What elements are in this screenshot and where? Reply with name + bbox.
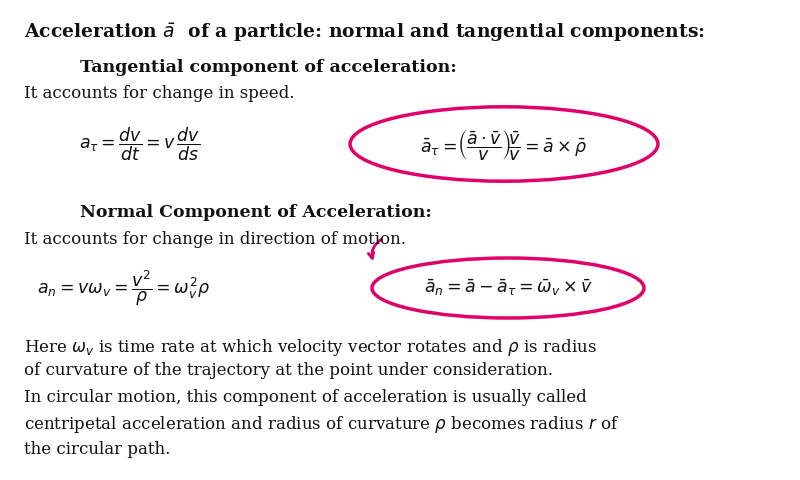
Text: $a_{\tau} = \dfrac{dv}{dt} = v\,\dfrac{dv}{ds}$: $a_{\tau} = \dfrac{dv}{dt} = v\,\dfrac{d… <box>79 125 201 163</box>
Text: Tangential component of acceleration:: Tangential component of acceleration: <box>80 59 457 75</box>
Text: centripetal acceleration and radius of curvature $\rho$ becomes radius $r$ of: centripetal acceleration and radius of c… <box>24 414 619 435</box>
Text: In circular motion, this component of acceleration is usually called: In circular motion, this component of ac… <box>24 389 586 406</box>
Text: of curvature of the trajectory at the point under consideration.: of curvature of the trajectory at the po… <box>24 362 553 379</box>
Text: $\bar{a}_{\tau} = \!\left(\dfrac{\bar{a}\cdot\bar{v}}{v}\right)\!\dfrac{\bar{v}}: $\bar{a}_{\tau} = \!\left(\dfrac{\bar{a}… <box>421 127 587 161</box>
Text: It accounts for change in speed.: It accounts for change in speed. <box>24 85 294 102</box>
Text: Acceleration $\bar{a}$  of a particle: normal and tangential components:: Acceleration $\bar{a}$ of a particle: no… <box>24 22 705 45</box>
Text: Here $\omega_v$ is time rate at which velocity vector rotates and $\rho$ is radi: Here $\omega_v$ is time rate at which ve… <box>24 337 597 358</box>
Text: the circular path.: the circular path. <box>24 441 170 457</box>
Text: $\bar{a}_{n} = \bar{a} - \bar{a}_{\tau} = \bar{\omega}_{v}\times\bar{v}$: $\bar{a}_{n} = \bar{a} - \bar{a}_{\tau} … <box>424 278 592 298</box>
Text: Normal Component of Acceleration:: Normal Component of Acceleration: <box>80 204 432 221</box>
Text: It accounts for change in direction of motion.: It accounts for change in direction of m… <box>24 231 406 248</box>
Text: $a_{n} = v\omega_{v} = \dfrac{v^{2}}{\rho} = \omega_{v}^{2}\rho$: $a_{n} = v\omega_{v} = \dfrac{v^{2}}{\rh… <box>38 268 210 308</box>
